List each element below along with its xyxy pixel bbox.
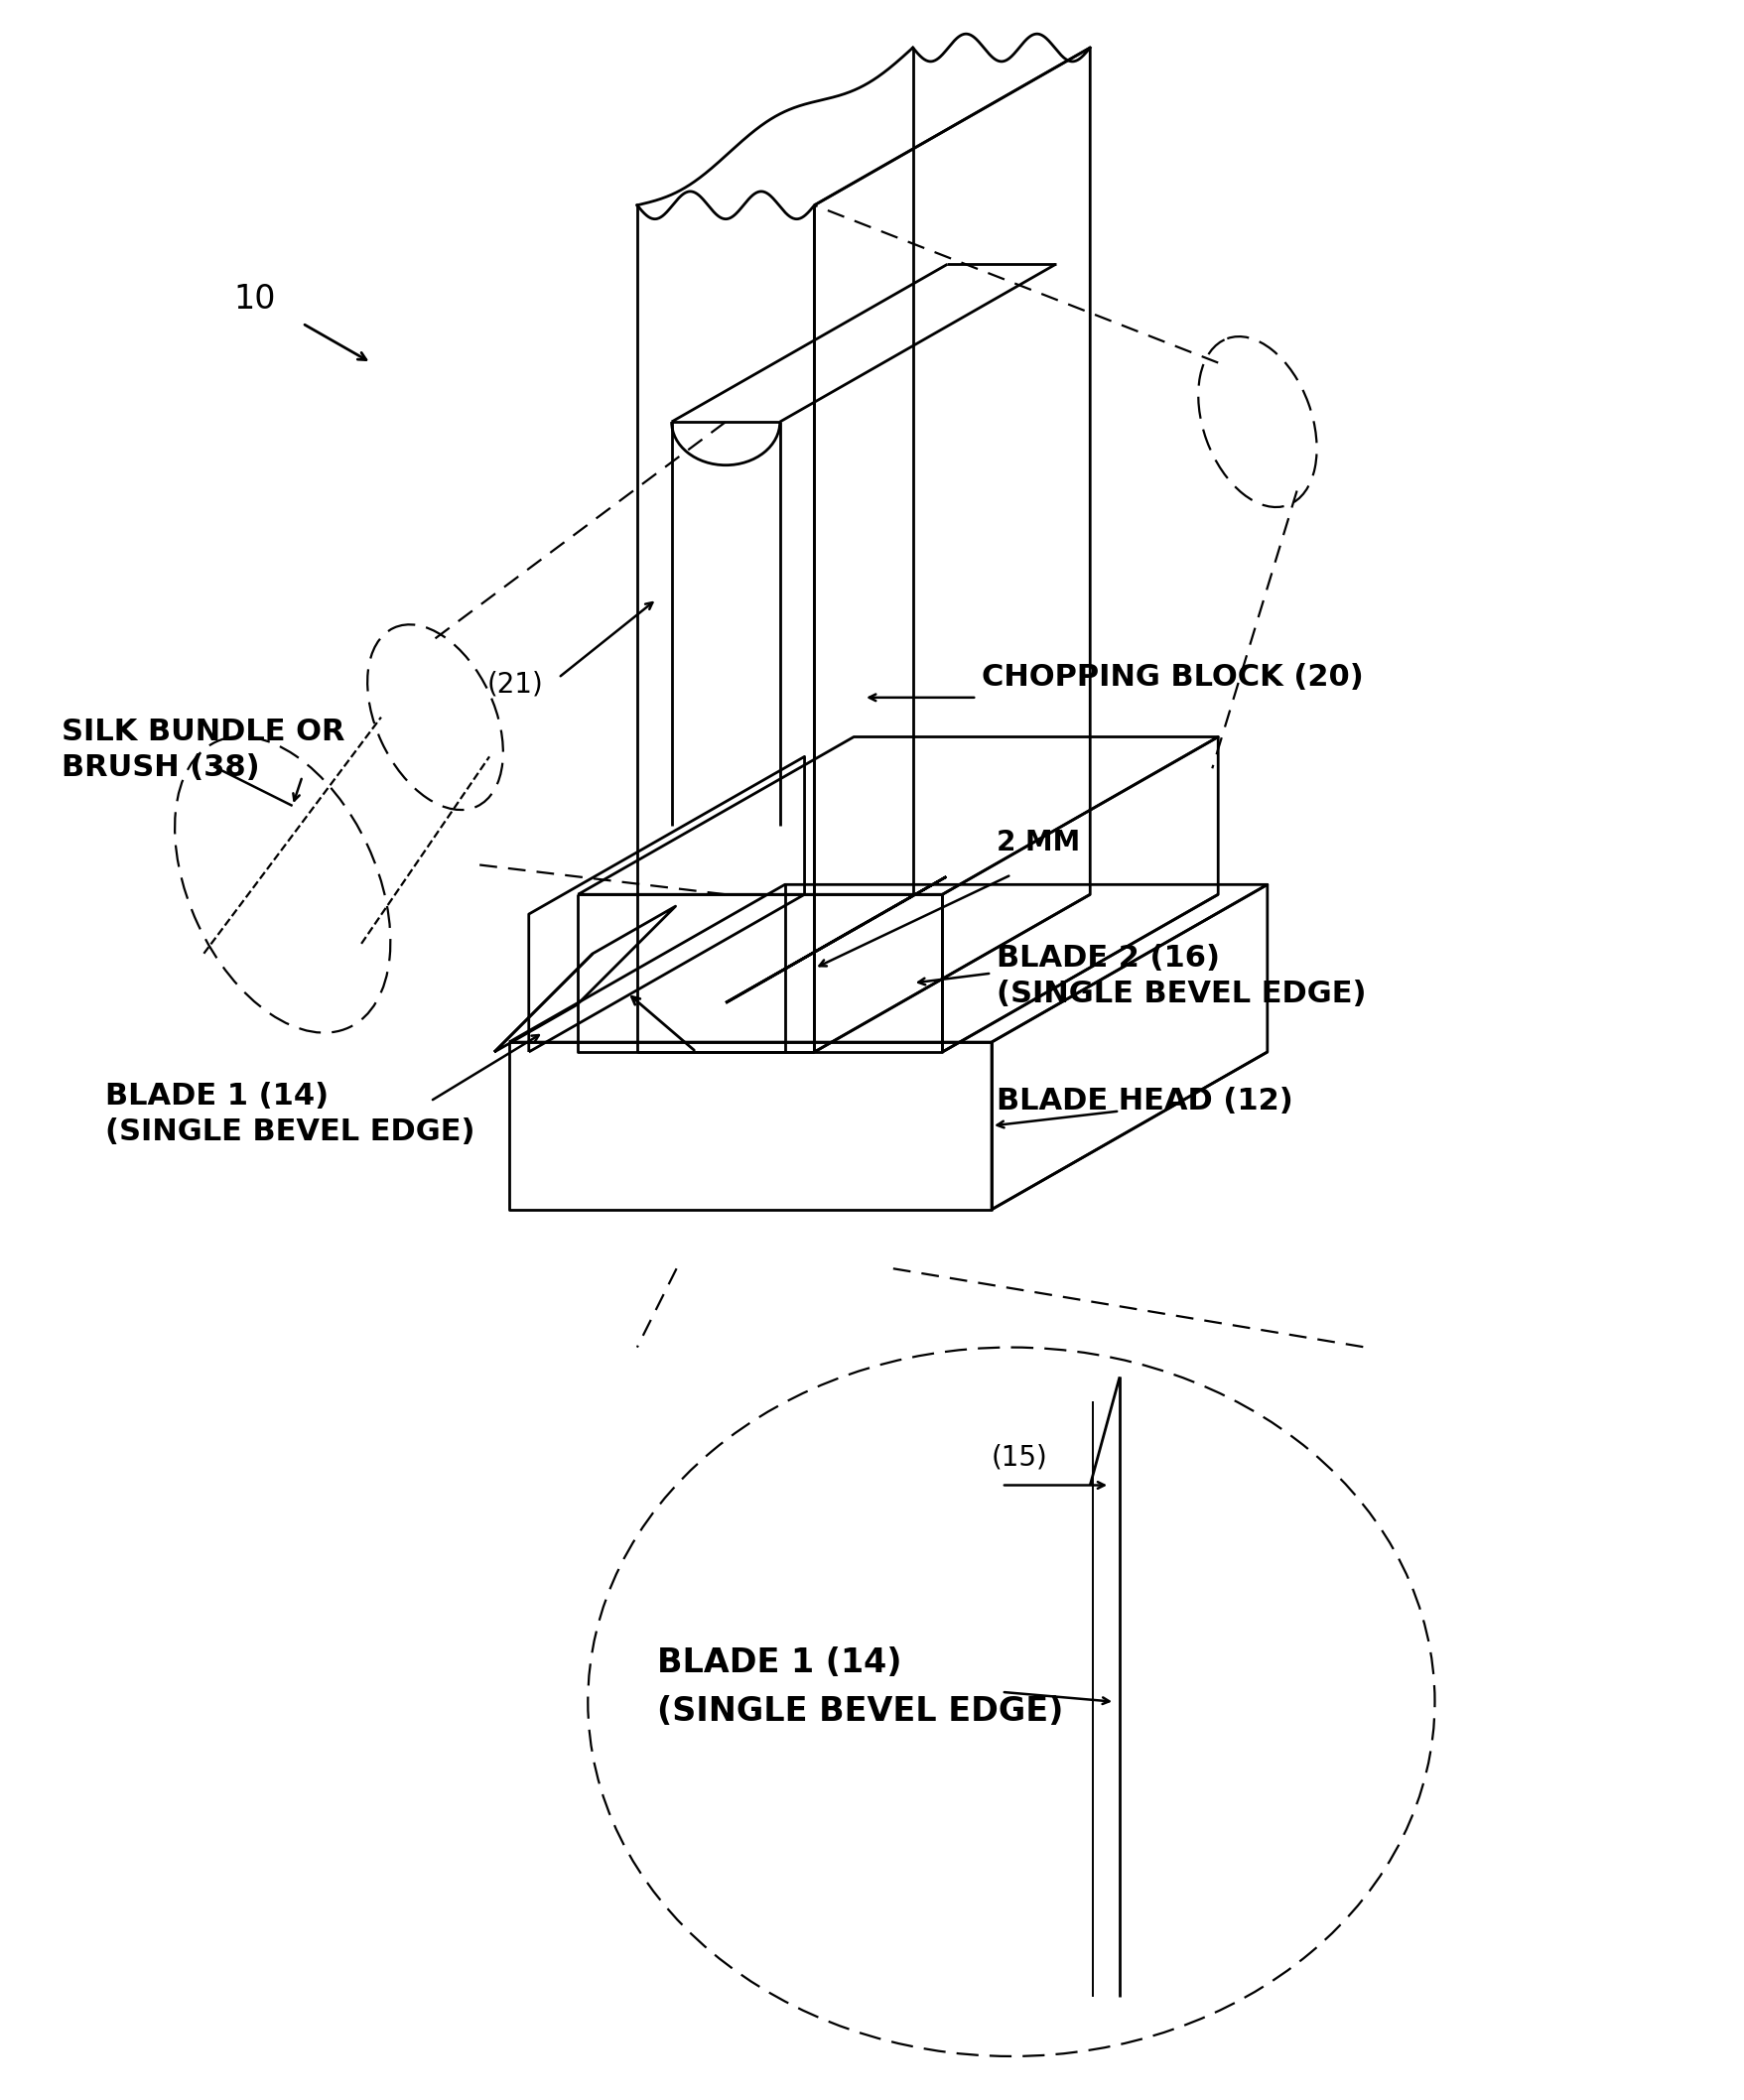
Text: BLADE 1 (14)
(SINGLE BEVEL EDGE): BLADE 1 (14) (SINGLE BEVEL EDGE) xyxy=(105,1082,474,1147)
Text: BLADE HEAD (12): BLADE HEAD (12) xyxy=(996,1088,1292,1115)
Text: (15): (15) xyxy=(991,1443,1048,1472)
Text: SILK BUNDLE OR
BRUSH (38): SILK BUNDLE OR BRUSH (38) xyxy=(61,718,344,781)
Text: BLADE 1 (14): BLADE 1 (14) xyxy=(656,1646,902,1678)
Text: 10: 10 xyxy=(234,284,276,315)
Text: BLADE 2 (16)
(SINGLE BEVEL EDGE): BLADE 2 (16) (SINGLE BEVEL EDGE) xyxy=(996,943,1366,1008)
Text: (SINGLE BEVEL EDGE): (SINGLE BEVEL EDGE) xyxy=(656,1695,1062,1728)
Text: 2 MM: 2 MM xyxy=(996,827,1080,857)
Text: (21): (21) xyxy=(487,670,544,699)
Text: CHOPPING BLOCK (20): CHOPPING BLOCK (20) xyxy=(982,664,1362,693)
